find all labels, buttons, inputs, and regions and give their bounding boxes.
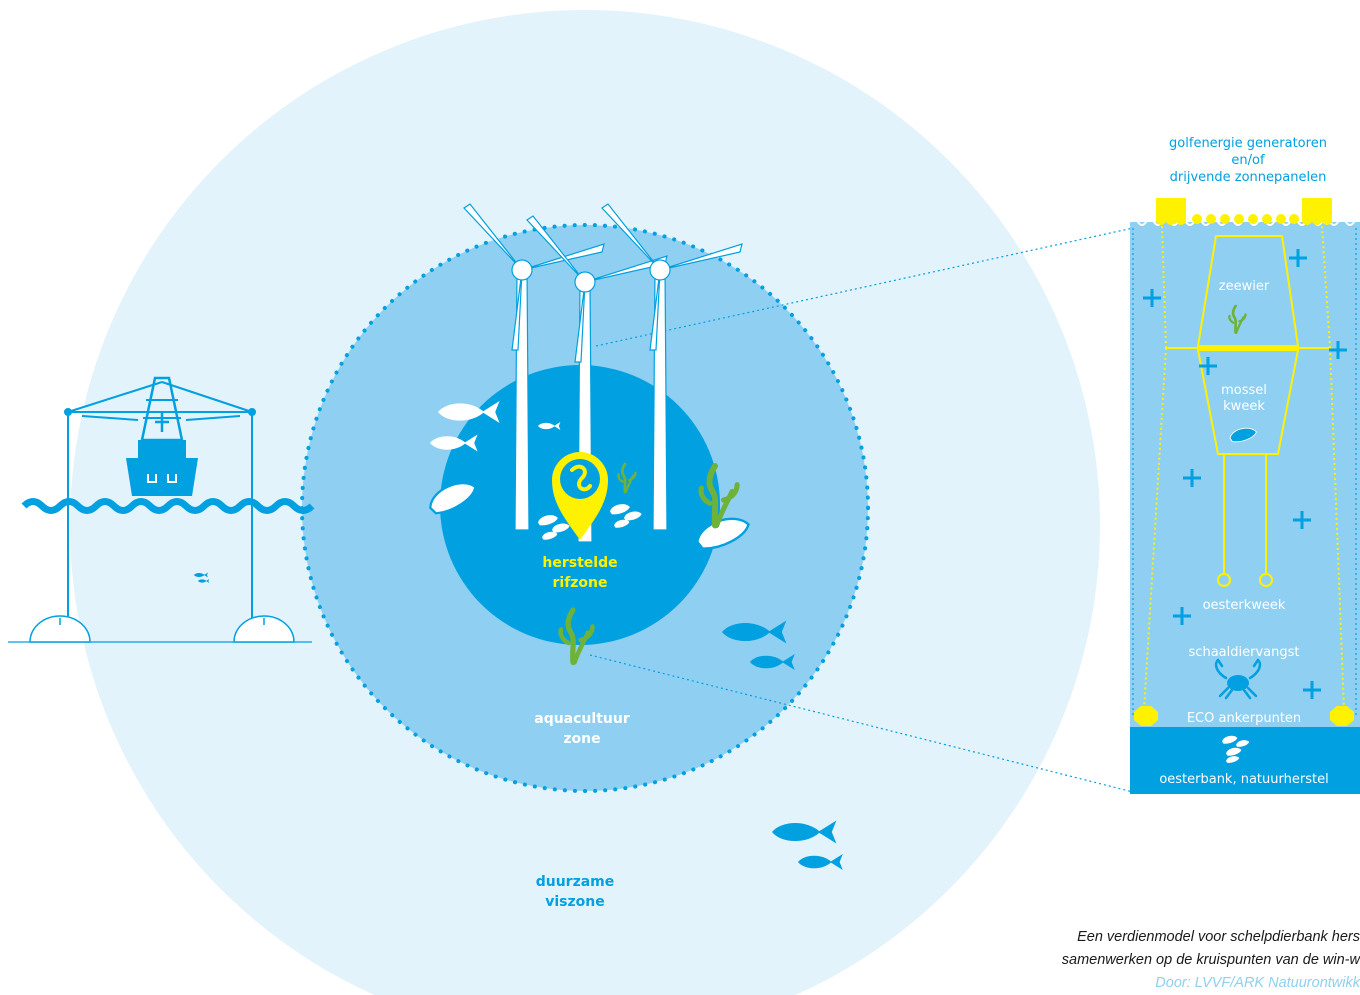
- panel-eco-anchors-label: ECO ankerpunten: [1187, 711, 1301, 726]
- panel-mussel-label-line2: kweek: [1223, 399, 1265, 414]
- panel-top-label-line2: en/of: [1231, 153, 1265, 168]
- eco-anchor-icon: [1134, 706, 1354, 726]
- caption-credit: Door: LVVF/ARK Natuurontwikk: [1155, 975, 1360, 991]
- aquaculture-zone-label-line2: zone: [563, 731, 600, 747]
- detail-panel: [1129, 218, 1360, 794]
- panel-seaweed-label: zeewier: [1219, 279, 1270, 294]
- panel-oyster-bank-label: oesterbank, natuurherstel: [1159, 772, 1328, 787]
- fishing-zone-label-line1: duurzame: [536, 874, 615, 890]
- reef-zone-label-line1: herstelde: [542, 555, 617, 571]
- connector-line-bottom: [589, 654, 1134, 793]
- oyster-bank-strip: [1130, 727, 1360, 794]
- aquaculture-zone-label-line1: aquacultuur: [534, 711, 630, 727]
- caption-line2: samenwerken op de kruispunten van de win…: [1061, 952, 1360, 968]
- ship-icon: [64, 376, 256, 625]
- aquaculture-structure: [1143, 225, 1345, 711]
- panel-top-label-line3: drijvende zonnepanelen: [1170, 170, 1327, 185]
- panel-top-label-line1: golfenergie generatoren: [1169, 136, 1327, 151]
- panel-mussel-label-line1: mossel: [1221, 383, 1267, 398]
- anchor-dome-right: [233, 615, 295, 643]
- connector-line-top: [595, 227, 1134, 347]
- figure-caption: Een verdienmodel voor schelpdierbank her…: [940, 926, 1360, 995]
- reef-zone-label-line2: rifzone: [552, 575, 607, 591]
- wave-generator-icon: [1156, 198, 1332, 225]
- caption-line1: Een verdienmodel voor schelpdierbank her…: [1077, 929, 1360, 945]
- panel-shellfish-catch-label: schaaldiervangst: [1189, 645, 1300, 660]
- crab-icon: [1214, 658, 1262, 700]
- location-pin-icon: [552, 452, 608, 540]
- wave-icon: [21, 498, 315, 514]
- panel-oyster-farming-label: oesterkweek: [1203, 598, 1286, 613]
- fishing-zone-label-line2: viszone: [545, 894, 605, 910]
- anchor-dome-left: [29, 615, 91, 643]
